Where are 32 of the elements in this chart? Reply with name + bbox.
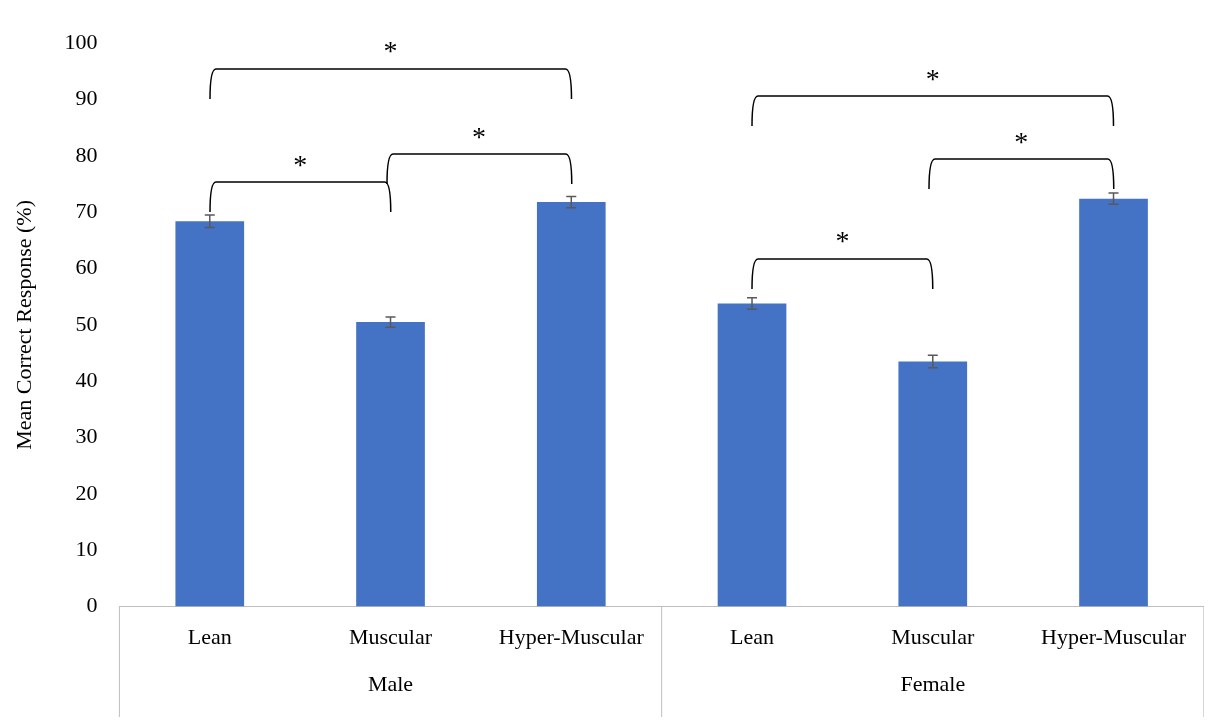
- y-tick-label: 0: [86, 592, 98, 618]
- y-tick-label: 70: [75, 198, 98, 223]
- y-axis-title: Mean Correct Response (%): [10, 199, 36, 450]
- x-tick-label: Muscular: [348, 623, 433, 649]
- bar: [717, 303, 787, 607]
- text: Male: [367, 671, 414, 697]
- y-tick-label: 40: [75, 367, 98, 393]
- bar: [1079, 198, 1148, 607]
- x-tick-label: Muscular: [891, 623, 975, 649]
- y-tick-label: 80: [75, 141, 98, 167]
- x-tick-label: Hyper-Muscular: [498, 623, 645, 649]
- y-tick-label: 90: [75, 85, 98, 111]
- bar: [356, 322, 425, 607]
- y-tick-label: 30: [75, 423, 98, 449]
- y-tick-label: 10: [75, 536, 98, 562]
- annotation: *: [383, 34, 398, 66]
- bar: [898, 361, 968, 607]
- y-tick-label: 50: [75, 310, 98, 336]
- text: Female: [900, 671, 966, 697]
- x-tick-label: Lean: [730, 623, 775, 649]
- y-tick-label: 60: [75, 254, 98, 280]
- annotation: *: [1014, 125, 1029, 157]
- bar: [536, 202, 606, 607]
- y-tick-label: 100: [64, 28, 98, 54]
- annotation: *: [835, 225, 850, 257]
- x-tick-label: Lean: [187, 623, 232, 649]
- annotation: *: [293, 148, 308, 180]
- annotation: *: [925, 62, 940, 94]
- bar: [175, 221, 245, 607]
- x-tick-label: Hyper-Muscular: [1041, 623, 1187, 649]
- annotation: *: [471, 120, 486, 152]
- y-tick-label: 20: [75, 479, 98, 505]
